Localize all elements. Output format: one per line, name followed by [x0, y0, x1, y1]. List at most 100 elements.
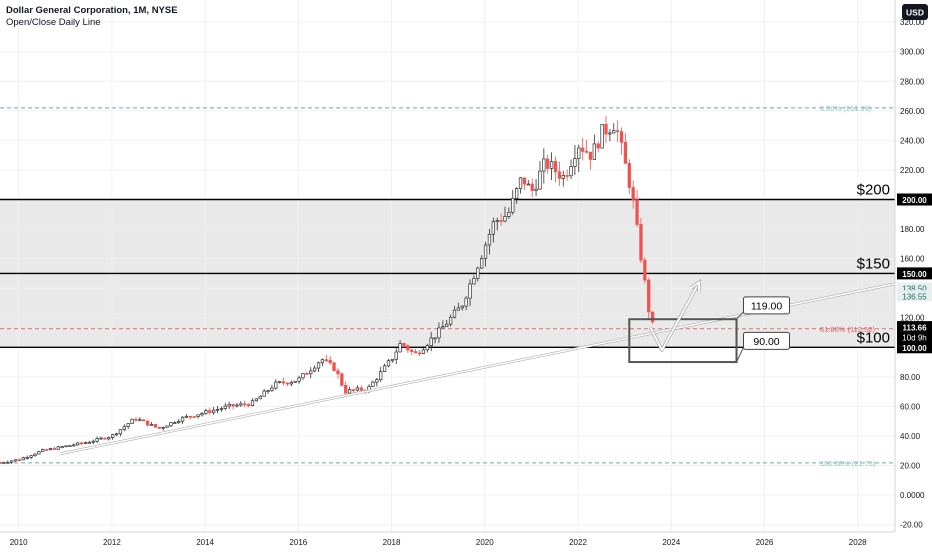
price-axis-tick: 160.00 [900, 255, 925, 264]
time-axis-panel[interactable] [0, 532, 895, 550]
price-tag-text: 138.50 [902, 284, 927, 293]
price-axis-tick: 0.0000 [900, 491, 925, 500]
candle-body [250, 400, 255, 407]
candle-body [274, 381, 278, 389]
candle-body [417, 352, 422, 355]
candle-body [445, 323, 449, 328]
target-zone-box[interactable] [628, 318, 738, 364]
callout-connector [736, 347, 744, 363]
candle-body [639, 224, 643, 261]
candle-body [6, 461, 10, 464]
fib-level-label: 0.00% (261.99) [820, 104, 872, 113]
candle-body [600, 123, 604, 149]
candle-body [592, 143, 596, 160]
currency-badge[interactable] [902, 4, 928, 20]
candle-body [188, 415, 192, 418]
candle-body [157, 426, 161, 429]
candle-body [351, 389, 356, 392]
time-axis-tick: 2020 [476, 538, 494, 547]
level-price-tag-text: 150.00 [902, 270, 927, 279]
candle-body [604, 123, 608, 135]
candle-body [118, 429, 123, 435]
candle-body [208, 410, 212, 413]
candle-body [254, 398, 259, 402]
candle-body [169, 422, 173, 427]
candle-body [549, 161, 554, 169]
candle-body [184, 415, 189, 418]
candle-body [623, 141, 628, 164]
callout-box[interactable] [743, 331, 791, 350]
candle-body [219, 408, 224, 410]
candle-body [196, 414, 200, 417]
candle-body [631, 187, 635, 200]
candle-body [10, 460, 14, 463]
time-axis-tick: 2010 [10, 538, 28, 547]
candle-body [165, 425, 169, 428]
candle-body [344, 384, 348, 394]
candle-body [503, 216, 507, 222]
candle-body [565, 175, 569, 177]
candle-body [177, 420, 181, 423]
candle-body [293, 380, 297, 383]
candle-body [542, 158, 546, 172]
candle-body [413, 351, 418, 354]
candle-body [433, 337, 437, 340]
candle-body [17, 459, 22, 462]
candle-body [52, 448, 57, 450]
candle-body [289, 382, 293, 385]
candle-body [122, 426, 126, 430]
candle-body [472, 278, 476, 285]
candle-body [425, 345, 429, 351]
candle-body [627, 163, 631, 188]
price-axis-tick: 80.00 [900, 373, 921, 382]
candle-body [130, 418, 134, 424]
candle-body [41, 449, 45, 452]
candle-body [103, 437, 107, 440]
time-axis-tick: 2018 [383, 538, 401, 547]
projection-arrow[interactable] [649, 281, 701, 352]
candle-body [76, 442, 80, 446]
candle-body [223, 405, 227, 409]
candle-body [60, 446, 64, 449]
candle-body [480, 258, 484, 269]
candle-body [522, 177, 527, 185]
candle-body [320, 359, 325, 364]
candle-body [126, 423, 130, 427]
candle-body [456, 307, 461, 311]
candle-body [281, 381, 286, 384]
candle-body [371, 381, 375, 387]
candle-body [13, 459, 18, 462]
bar-countdown-text: 10d 9h [902, 334, 926, 343]
candle-body [134, 418, 138, 421]
candle-body [526, 183, 530, 186]
candle-body [79, 442, 84, 445]
price-tag-text: 136.55 [902, 292, 927, 301]
candle-body [468, 283, 472, 299]
price-axis-tick: 300.00 [900, 48, 925, 57]
candle-body [379, 371, 383, 381]
candle-body [577, 147, 581, 159]
candle-body [262, 390, 266, 397]
last-price-tag-text: 113.66 [902, 324, 927, 333]
callout-label: 119.00 [751, 300, 782, 312]
callout-connector [736, 311, 744, 320]
candle-body [231, 403, 235, 407]
candle-body [324, 359, 328, 362]
candle-body [180, 416, 185, 422]
candle-body [518, 177, 523, 189]
currency-badge-label: USD [906, 8, 924, 18]
candle-body [382, 365, 387, 372]
candle-body [68, 445, 72, 447]
price-axis-tick: 60.00 [900, 402, 921, 411]
price-tag [897, 290, 932, 302]
callout-box[interactable] [743, 296, 791, 315]
candle-body [212, 409, 216, 413]
candle-body [56, 446, 60, 450]
candle-body [406, 345, 410, 351]
candle-body [0, 462, 2, 464]
level-price-tag-text: 200.00 [902, 196, 927, 205]
candle-body [421, 349, 426, 354]
candle-body [285, 382, 290, 385]
candle-body [111, 434, 115, 438]
